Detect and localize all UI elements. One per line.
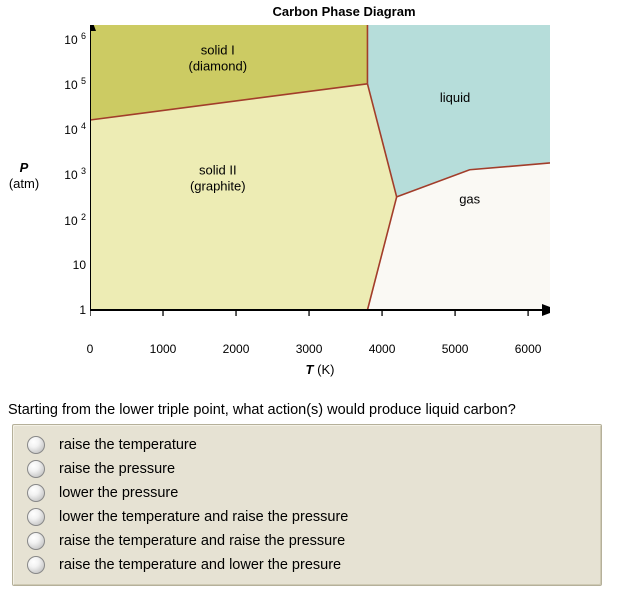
radio-button[interactable] bbox=[27, 508, 45, 526]
region-label: solid II bbox=[199, 162, 237, 177]
option-label: raise the pressure bbox=[59, 461, 175, 477]
x-ticks: 0 1000 2000 3000 4000 5000 6000 bbox=[90, 342, 550, 362]
x-tick-label: 4000 bbox=[369, 342, 396, 356]
y-ticks: 1 10 10 2 10 3 10 4 10 5 10 6 bbox=[48, 25, 88, 340]
x-tick-label: 1000 bbox=[150, 342, 177, 356]
y-tick-label: 10 3 bbox=[64, 166, 86, 182]
radio-button[interactable] bbox=[27, 532, 45, 550]
x-tick-label: 0 bbox=[87, 342, 94, 356]
plot-svg: solid I(diamond) solid II(graphite) liquid… bbox=[90, 25, 550, 340]
x-axis-label: T (K) bbox=[90, 362, 550, 377]
y-tick-label: 10 6 bbox=[64, 31, 86, 47]
y-axis-label: P (atm) bbox=[0, 160, 48, 191]
option-row[interactable]: raise the pressure bbox=[27, 457, 587, 481]
radio-button[interactable] bbox=[27, 436, 45, 454]
x-tick-label: 6000 bbox=[515, 342, 542, 356]
x-axis-symbol: T bbox=[306, 362, 314, 377]
y-axis-symbol: P bbox=[20, 160, 29, 175]
x-axis-unit: (K) bbox=[314, 362, 335, 377]
figure-container: Carbon Phase Diagram P (atm) 1 10 10 2 10 3… bbox=[0, 0, 628, 586]
radio-button[interactable] bbox=[27, 484, 45, 502]
radio-button[interactable] bbox=[27, 460, 45, 478]
plot-area: solid I(diamond) solid II(graphite) liquid… bbox=[90, 25, 550, 340]
region-label: gas bbox=[459, 192, 480, 207]
y-tick-label: 10 2 bbox=[64, 212, 86, 228]
radio-button[interactable] bbox=[27, 556, 45, 574]
option-label: raise the temperature and raise the pres… bbox=[59, 533, 345, 549]
option-label: lower the pressure bbox=[59, 485, 178, 501]
option-row[interactable]: raise the temperature bbox=[27, 433, 587, 457]
x-tick-label: 2000 bbox=[223, 342, 250, 356]
y-tick-label: 10 bbox=[73, 258, 86, 272]
option-label: raise the temperature bbox=[59, 437, 197, 453]
region-label: (diamond) bbox=[189, 58, 248, 73]
option-row[interactable]: lower the temperature and raise the pres… bbox=[27, 505, 587, 529]
y-axis-unit: (atm) bbox=[9, 176, 39, 191]
y-tick-label: 10 4 bbox=[64, 121, 86, 137]
option-row[interactable]: raise the temperature and lower the pres… bbox=[27, 553, 587, 577]
y-tick-label: 1 bbox=[79, 303, 86, 317]
region-label: solid I bbox=[201, 42, 235, 57]
chart-title: Carbon Phase Diagram bbox=[0, 0, 628, 19]
option-row[interactable]: raise the temperature and raise the pres… bbox=[27, 529, 587, 553]
region-solid-ii-graphite- bbox=[90, 84, 397, 310]
y-tick-label: 10 5 bbox=[64, 76, 86, 92]
phase-diagram: Carbon Phase Diagram P (atm) 1 10 10 2 10 3… bbox=[0, 0, 628, 400]
option-row[interactable]: lower the pressure bbox=[27, 481, 587, 505]
option-label: lower the temperature and raise the pres… bbox=[59, 509, 348, 525]
region-label: (graphite) bbox=[190, 178, 246, 193]
region-label: liquid bbox=[440, 90, 470, 105]
x-tick-label: 3000 bbox=[296, 342, 323, 356]
x-tick-label: 5000 bbox=[442, 342, 469, 356]
option-label: raise the temperature and lower the pres… bbox=[59, 557, 341, 573]
options-panel: raise the temperature raise the pressure l… bbox=[12, 424, 602, 586]
question-text: Starting from the lower triple point, wh… bbox=[0, 400, 628, 424]
